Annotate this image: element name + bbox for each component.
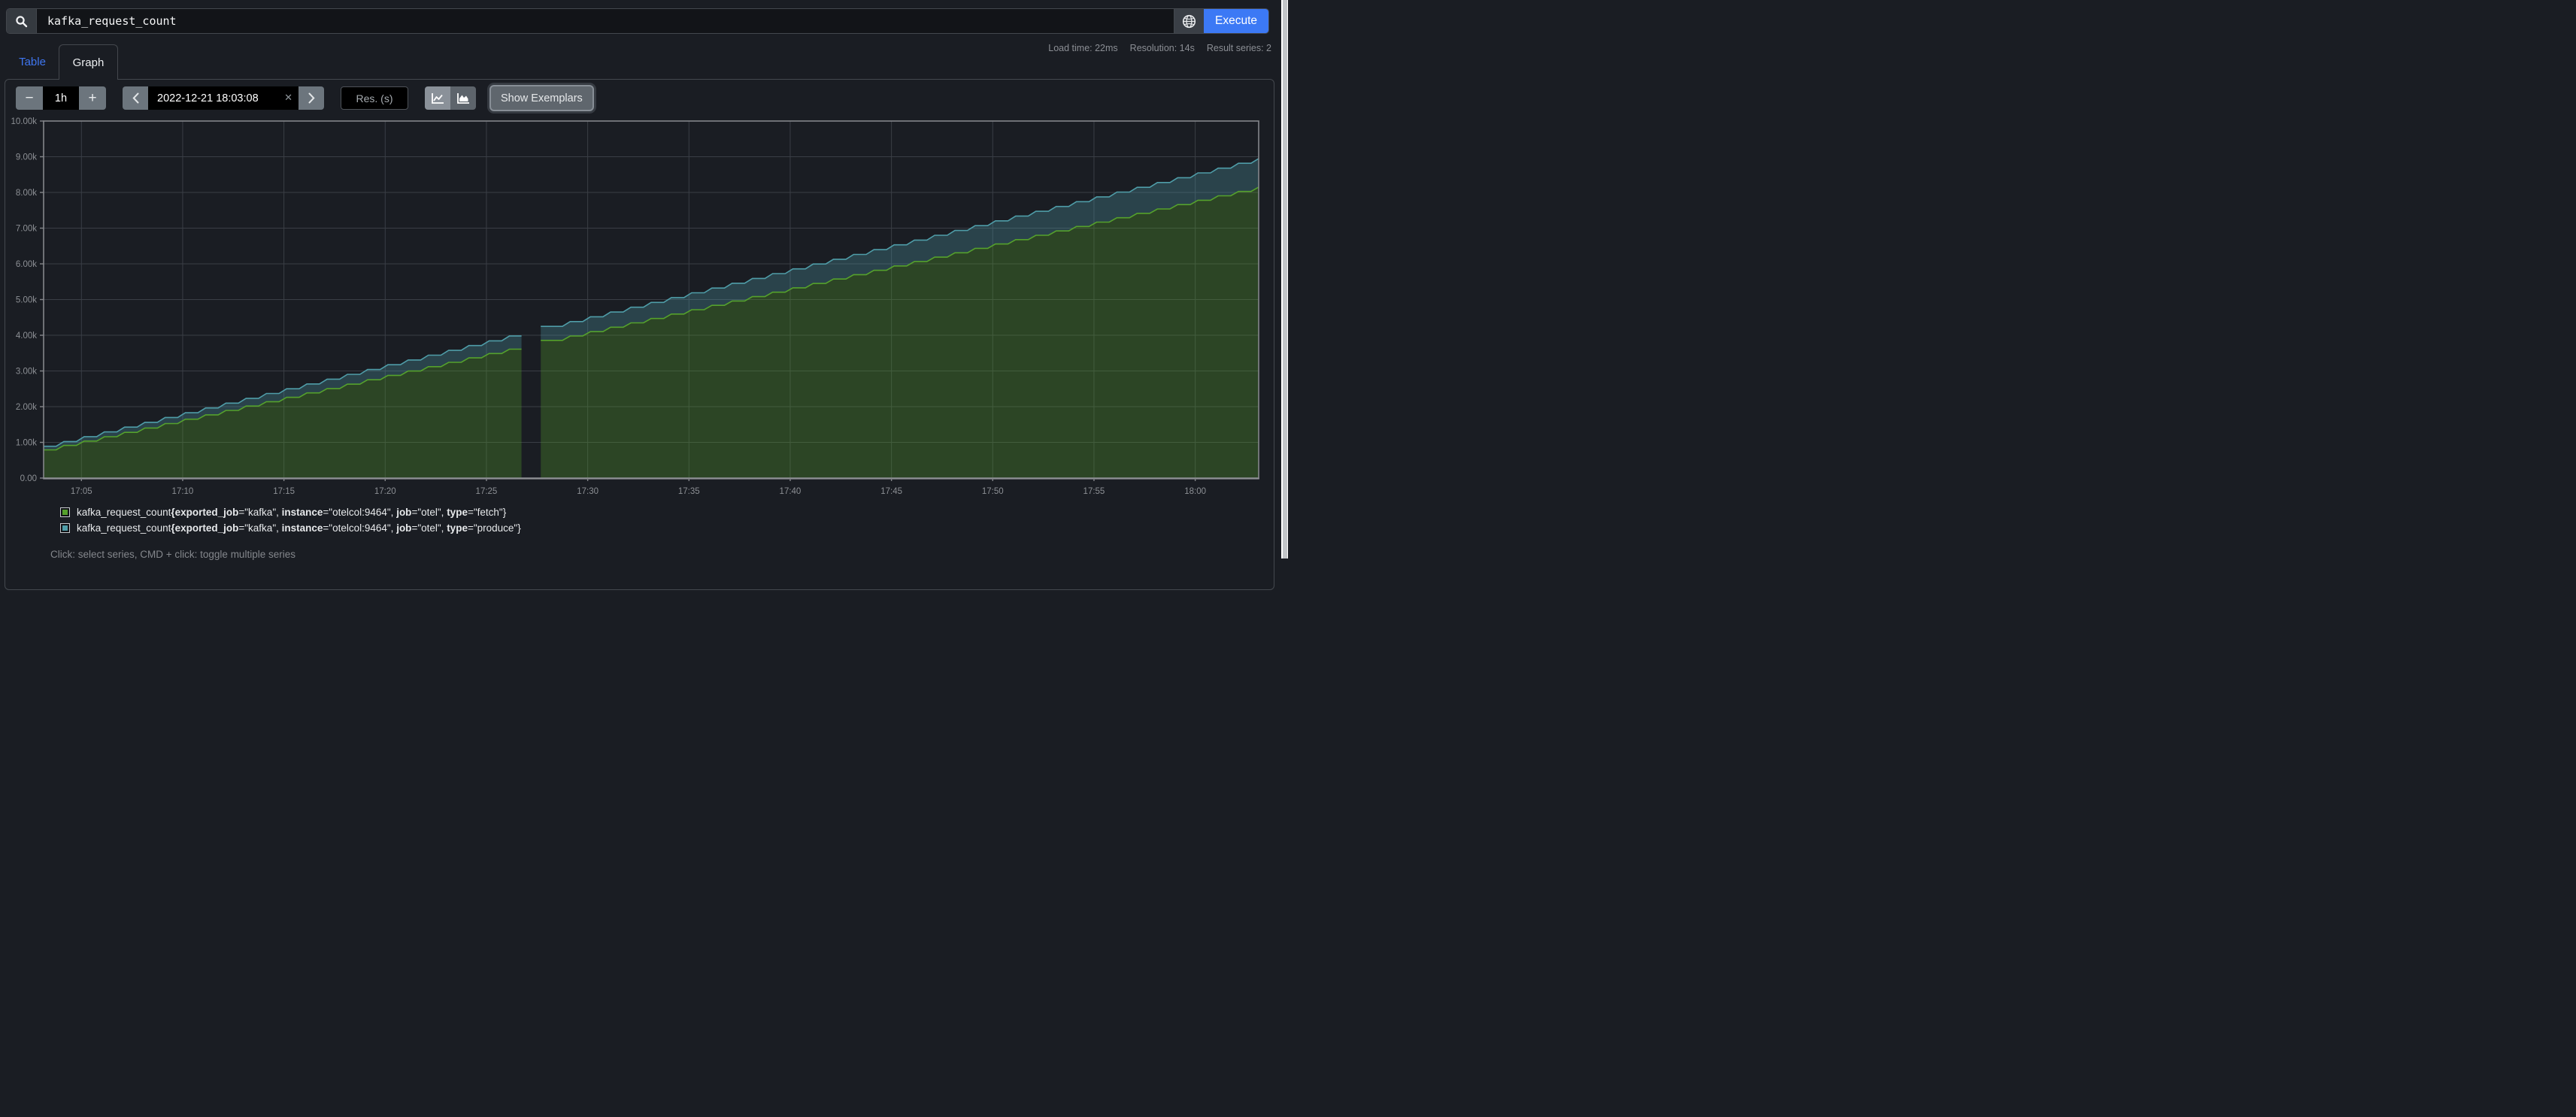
query-stats: Load time: 22ms Resolution: 14s Result s… (1048, 43, 1271, 53)
y-axis-label: 5.00k (16, 296, 37, 305)
range-control: − + (16, 86, 106, 110)
y-axis-label: 2.00k (16, 403, 37, 412)
chart-type-toggle (425, 86, 476, 110)
x-axis-label: 17:30 (577, 487, 599, 496)
legend-swatch (60, 507, 70, 517)
x-axis-label: 17:10 (172, 487, 194, 496)
query-input[interactable] (37, 9, 1174, 33)
graph-panel: − + ✕ (5, 79, 1274, 590)
time-forward-button[interactable] (299, 86, 324, 110)
graph-legend: kafka_request_count{exported_job="kafka"… (60, 507, 521, 538)
range-increase-button[interactable]: + (79, 86, 106, 110)
y-axis-label: 7.00k (16, 225, 37, 234)
legend-hint: Click: select series, CMD + click: toggl… (50, 549, 295, 560)
series-area-fetch (44, 350, 522, 479)
x-axis-label: 17:15 (273, 487, 295, 496)
page-scrollbar[interactable] (1281, 0, 1288, 558)
chevron-right-icon (308, 92, 315, 104)
y-axis-label: 1.00k (16, 439, 37, 448)
globe-icon (1182, 14, 1196, 29)
x-axis-label: 17:40 (780, 487, 802, 496)
result-series: Result series: 2 (1207, 43, 1271, 53)
timestamp-input[interactable] (148, 86, 299, 110)
x-axis-label: 17:55 (1083, 487, 1105, 496)
range-decrease-button[interactable]: − (16, 86, 43, 110)
time-back-button[interactable] (123, 86, 148, 110)
timestamp-field: ✕ (148, 86, 299, 110)
chevron-left-icon (132, 92, 139, 104)
x-axis-label: 17:45 (880, 487, 902, 496)
resolution: Resolution: 14s (1130, 43, 1195, 53)
stacked-chart-icon (456, 92, 470, 104)
range-input[interactable] (43, 86, 79, 110)
search-icon (7, 9, 37, 33)
x-axis-label: 17:25 (476, 487, 498, 496)
legend-swatch (60, 523, 70, 533)
legend-series-label: kafka_request_count{exported_job="kafka"… (77, 522, 521, 534)
tab-table[interactable]: Table (6, 44, 59, 80)
legend-series-label: kafka_request_count{exported_job="kafka"… (77, 507, 506, 518)
tab-graph[interactable]: Graph (59, 44, 118, 80)
x-axis-label: 17:50 (982, 487, 1004, 496)
y-axis-label: 3.00k (16, 368, 37, 377)
metrics-explorer-button[interactable] (1174, 9, 1204, 33)
legend-item[interactable]: kafka_request_count{exported_job="kafka"… (60, 507, 521, 518)
query-bar: Execute (6, 8, 1269, 34)
line-chart-button[interactable] (425, 86, 450, 110)
scrollbar-thumb[interactable] (1283, 0, 1287, 558)
graph-canvas[interactable]: 0.00 1.00k 2.00k 3.00k 4.00k 5.00k 6.00k 7.00k 8… (5, 80, 1275, 501)
y-axis-label: 9.00k (16, 153, 37, 162)
y-axis-label: 4.00k (16, 331, 37, 341)
load-time: Load time: 22ms (1048, 43, 1117, 53)
resolution-input[interactable] (341, 86, 408, 110)
x-axis-label: 18:00 (1184, 487, 1206, 496)
legend-item[interactable]: kafka_request_count{exported_job="kafka"… (60, 522, 521, 534)
execute-button[interactable]: Execute (1204, 9, 1268, 33)
y-axis-label: 10.00k (11, 117, 37, 126)
line-chart-icon (431, 92, 444, 104)
y-axis-label: 0.00 (20, 474, 37, 483)
x-axis-label: 17:35 (678, 487, 700, 496)
x-axis-label: 17:20 (374, 487, 396, 496)
stacked-chart-button[interactable] (450, 86, 476, 110)
series-area-fetch (541, 187, 1259, 478)
clear-time-icon[interactable]: ✕ (284, 92, 292, 104)
graph-toolbar: − + ✕ (16, 85, 594, 111)
x-axis-label: 17:05 (71, 487, 92, 496)
y-axis-label: 6.00k (16, 260, 37, 269)
view-tabs: Table Graph (6, 44, 118, 80)
y-axis-label: 8.00k (16, 189, 37, 198)
show-exemplars-button[interactable]: Show Exemplars (489, 85, 594, 111)
time-control: ✕ (123, 86, 324, 110)
